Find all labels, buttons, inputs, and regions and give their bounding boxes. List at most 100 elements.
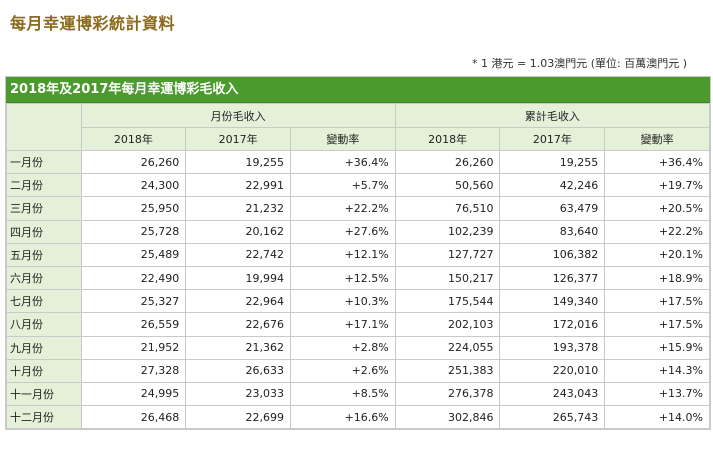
monthly-change-cell: +2.6% (289, 358, 396, 383)
monthly-2017-cell: 21,232 (185, 196, 291, 221)
cumulative-change-cell: +14.0% (604, 405, 710, 430)
cumulative-2017-cell: 193,378 (499, 335, 606, 360)
monthly-2017-cell: 19,994 (185, 265, 291, 291)
table-row: 七月份 25,327 22,964 +10.3% 175,544 149,340 +17.5… (6, 289, 710, 314)
cumulative-change-cell: +20.1% (604, 242, 710, 267)
monthly-change-cell: +17.1% (289, 312, 396, 337)
cumulative-2017-cell: 63,479 (499, 196, 606, 221)
cumulative-2018-cell: 276,378 (394, 381, 501, 407)
monthly-2017-cell: 21,362 (185, 335, 291, 360)
cumulative-change-cell: +17.5% (604, 289, 710, 314)
cumulative-2017-cell: 149,340 (499, 289, 606, 314)
monthly-2017-cell: 22,699 (185, 405, 291, 430)
monthly-change-cell: +36.4% (289, 149, 396, 175)
month-label-cell: 六月份 (6, 265, 82, 291)
cumulative-2018-cell: 127,727 (394, 242, 501, 267)
table-row: 二月份 24,300 22,991 +5.7% 50,560 42,246 +19.7% (6, 173, 710, 198)
group-header-monthly: 月份毛收入 (80, 103, 396, 128)
revenue-table: 月份毛收入 累計毛收入 2018年 2017年 變動率 2018年 2017年 … (6, 103, 711, 430)
monthly-change-cell: +5.7% (289, 173, 396, 198)
cumulative-2018-cell: 251,383 (394, 358, 501, 383)
monthly-2017-cell: 22,742 (185, 242, 291, 267)
cumulative-2017-cell: 106,382 (499, 242, 606, 267)
cumulative-change-cell: +20.5% (604, 196, 710, 221)
table-row: 三月份 25,950 21,232 +22.2% 76,510 63,479 +20.5% (6, 196, 710, 221)
cumulative-change-cell: +36.4% (604, 149, 710, 175)
cumulative-2018-cell: 224,055 (394, 335, 501, 360)
month-label-cell: 三月份 (6, 196, 82, 221)
cumulative-2018-cell: 102,239 (394, 219, 501, 244)
cumulative-change-cell: +17.5% (604, 312, 710, 337)
table-row: 八月份 26,559 22,676 +17.1% 202,103 172,016 +17.5… (6, 312, 710, 337)
monthly-2017-cell: 22,991 (185, 173, 291, 198)
table-row: 一月份 26,260 19,255 +36.4% 26,260 19,255 +36.4% (6, 149, 710, 175)
month-label-cell: 八月份 (6, 312, 82, 337)
month-label-cell: 十一月份 (6, 381, 82, 407)
currency-note: * 1 港元 = 1.03澳門元 (單位: 百萬澳門元 ) (472, 57, 687, 70)
monthly-change-cell: +22.2% (289, 196, 396, 221)
cumulative-2018-cell: 175,544 (394, 289, 501, 314)
col-header-monthly-change: 變動率 (289, 127, 396, 151)
table-caption: 2018年及2017年每月幸運博彩毛收入 (6, 77, 710, 103)
cumulative-2017-cell: 265,743 (499, 405, 606, 430)
sub-header-row: 2018年 2017年 變動率 2018年 2017年 變動率 (7, 127, 710, 151)
cumulative-2018-cell: 76,510 (394, 196, 501, 221)
monthly-2018-cell: 22,490 (80, 265, 187, 291)
cumulative-2017-cell: 172,016 (499, 312, 606, 337)
monthly-2018-cell: 26,559 (80, 312, 187, 337)
cumulative-2017-cell: 220,010 (499, 358, 606, 383)
monthly-2018-cell: 25,489 (80, 242, 187, 267)
group-header-cumulative: 累計毛收入 (394, 103, 711, 128)
monthly-2018-cell: 26,260 (80, 149, 187, 175)
monthly-change-cell: +16.6% (289, 405, 396, 430)
month-label-cell: 四月份 (6, 219, 82, 244)
corner-cell (6, 103, 82, 151)
cumulative-change-cell: +13.7% (604, 381, 710, 407)
table-row: 十一月份 24,995 23,033 +8.5% 276,378 243,043 +13.7… (6, 381, 710, 407)
monthly-2017-cell: 22,964 (185, 289, 291, 314)
table-body: 一月份 26,260 19,255 +36.4% 26,260 19,255 +36.4% 二… (6, 149, 710, 430)
monthly-2017-cell: 20,162 (185, 219, 291, 244)
month-label-cell: 七月份 (6, 289, 82, 314)
col-header-cumulative-2018: 2018年 (394, 127, 501, 151)
monthly-2018-cell: 24,300 (80, 173, 187, 198)
table-row: 六月份 22,490 19,994 +12.5% 150,217 126,377 +18.9… (6, 265, 710, 291)
month-label-cell: 五月份 (6, 242, 82, 267)
cumulative-change-cell: +18.9% (604, 265, 710, 291)
cumulative-2018-cell: 50,560 (394, 173, 501, 198)
month-label-cell: 二月份 (6, 173, 82, 198)
monthly-2018-cell: 24,995 (80, 381, 187, 407)
monthly-2018-cell: 27,328 (80, 358, 187, 383)
monthly-2017-cell: 19,255 (185, 149, 291, 175)
month-label-cell: 十二月份 (6, 405, 82, 430)
cumulative-change-cell: +22.2% (604, 219, 710, 244)
monthly-2018-cell: 21,952 (80, 335, 187, 360)
monthly-2017-cell: 26,633 (185, 358, 291, 383)
table-row: 十月份 27,328 26,633 +2.6% 251,383 220,010 +14.3% (6, 358, 710, 383)
monthly-change-cell: +10.3% (289, 289, 396, 314)
cumulative-change-cell: +19.7% (604, 173, 710, 198)
table-row: 九月份 21,952 21,362 +2.8% 224,055 193,378 +15.9% (6, 335, 710, 360)
cumulative-2017-cell: 42,246 (499, 173, 606, 198)
cumulative-2017-cell: 19,255 (499, 149, 606, 175)
col-header-cumulative-2017: 2017年 (499, 127, 606, 151)
cumulative-2017-cell: 243,043 (499, 381, 606, 407)
table-row: 十二月份 26,468 22,699 +16.6% 302,846 265,743 +14.… (6, 405, 710, 430)
monthly-change-cell: +8.5% (289, 381, 396, 407)
monthly-change-cell: +12.5% (289, 265, 396, 291)
month-label-cell: 九月份 (6, 335, 82, 360)
monthly-change-cell: +27.6% (289, 219, 396, 244)
monthly-change-cell: +12.1% (289, 242, 396, 267)
cumulative-2017-cell: 126,377 (499, 265, 606, 291)
monthly-2017-cell: 23,033 (185, 381, 291, 407)
cumulative-2018-cell: 202,103 (394, 312, 501, 337)
cumulative-2017-cell: 83,640 (499, 219, 606, 244)
page-title: 每月幸運博彩統計資料 (10, 14, 176, 33)
col-header-monthly-2017: 2017年 (185, 127, 291, 151)
table-row: 五月份 25,489 22,742 +12.1% 127,727 106,382 +20.1… (6, 242, 710, 267)
month-label-cell: 十月份 (6, 358, 82, 383)
monthly-2018-cell: 25,327 (80, 289, 187, 314)
cumulative-2018-cell: 26,260 (394, 149, 501, 175)
monthly-2018-cell: 26,468 (80, 405, 187, 430)
monthly-2018-cell: 25,728 (80, 219, 187, 244)
